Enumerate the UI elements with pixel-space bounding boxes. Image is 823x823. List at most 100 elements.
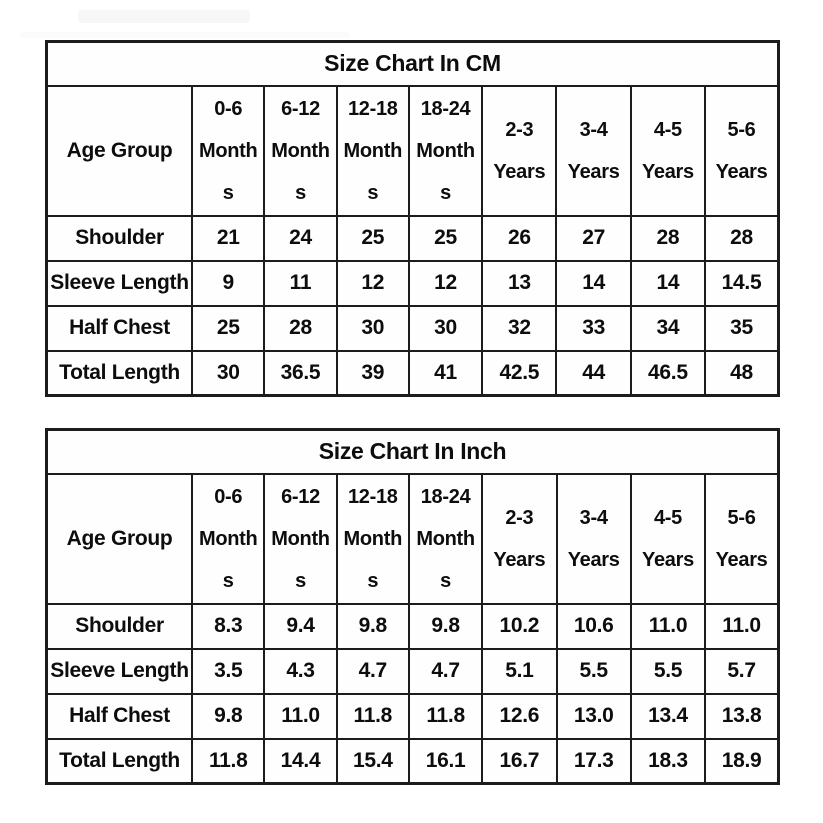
size-value: 11.0 [704, 602, 780, 650]
size-value: 4.7 [335, 647, 410, 695]
size-value: 36.5 [263, 349, 338, 397]
size-chart-cm-table: Size Chart In CM Age Group 0-6 Months 6-12 … [45, 40, 780, 397]
size-value: 9.4 [263, 602, 338, 650]
table-row: Half Chest 25 28 30 30 32 33 34 35 [45, 304, 780, 352]
row-label: Sleeve Length [45, 259, 194, 307]
size-value: 33 [555, 304, 632, 352]
size-value: 13.4 [629, 692, 707, 740]
table-title-row: Size Chart In CM [45, 40, 780, 87]
size-value: 41 [407, 349, 484, 397]
size-value: 14 [555, 259, 632, 307]
age-group-header: Age Group [45, 84, 194, 217]
size-value: 27 [555, 214, 632, 262]
column-header: 6-12 Months [263, 84, 338, 217]
size-value: 5.5 [629, 647, 707, 695]
age-group-header: Age Group [45, 472, 194, 605]
size-value: 16.7 [481, 737, 558, 785]
size-value: 15.4 [335, 737, 410, 785]
size-value: 11.0 [263, 692, 338, 740]
size-value: 30 [407, 304, 484, 352]
size-value: 13 [481, 259, 558, 307]
size-chart-inch: Size Chart In Inch Age Group 0-6 Months 6-1… [45, 428, 780, 785]
size-value: 16.1 [407, 737, 484, 785]
column-header: 12-18 Months [335, 84, 410, 217]
column-header: 0-6 Months [191, 84, 266, 217]
size-value: 5.1 [481, 647, 558, 695]
column-header: 4-5 Years [629, 472, 707, 605]
table-row: Shoulder 8.3 9.4 9.8 9.8 10.2 10.6 11.0 11.0 [45, 602, 780, 650]
size-value: 9.8 [407, 602, 484, 650]
size-value: 4.7 [407, 647, 484, 695]
column-header: 5-6 Years [704, 472, 780, 605]
size-value: 44 [555, 349, 632, 397]
size-value: 11.8 [191, 737, 266, 785]
size-chart-inch-table: Size Chart In Inch Age Group 0-6 Months 6-1… [45, 428, 780, 785]
size-value: 11.8 [335, 692, 410, 740]
size-value: 42.5 [481, 349, 558, 397]
table-row: Sleeve Length 3.5 4.3 4.7 4.7 5.1 5.5 5.5 5.7 [45, 647, 780, 695]
size-value: 13.0 [555, 692, 632, 740]
row-label: Shoulder [45, 602, 194, 650]
size-value: 9.8 [335, 602, 410, 650]
size-value: 14.5 [704, 259, 780, 307]
size-value: 25 [335, 214, 410, 262]
size-value: 17.3 [555, 737, 632, 785]
row-label: Half Chest [45, 304, 194, 352]
column-header: 2-3 Years [481, 472, 558, 605]
size-value: 10.2 [481, 602, 558, 650]
size-value: 48 [704, 349, 780, 397]
row-label: Total Length [45, 349, 194, 397]
size-value: 18.3 [629, 737, 707, 785]
column-header: 0-6 Months [191, 472, 266, 605]
row-label: Half Chest [45, 692, 194, 740]
table-title: Size Chart In Inch [45, 428, 780, 475]
size-value: 14 [629, 259, 707, 307]
size-value: 35 [704, 304, 780, 352]
size-value: 9 [191, 259, 266, 307]
watermark-smudge [20, 32, 350, 38]
size-value: 18.9 [704, 737, 780, 785]
table-title: Size Chart In CM [45, 40, 780, 87]
size-value: 30 [335, 304, 410, 352]
size-value: 28 [629, 214, 707, 262]
size-value: 30 [191, 349, 266, 397]
size-value: 46.5 [629, 349, 707, 397]
size-value: 11.0 [629, 602, 707, 650]
size-value: 8.3 [191, 602, 266, 650]
size-value: 28 [263, 304, 338, 352]
column-header: 2-3 Years [481, 84, 558, 217]
size-value: 4.3 [263, 647, 338, 695]
size-value: 12.6 [481, 692, 558, 740]
table-row: Total Length 30 36.5 39 41 42.5 44 46.5 48 [45, 349, 780, 397]
size-value: 34 [629, 304, 707, 352]
column-header: 5-6 Years [704, 84, 780, 217]
table-row: Shoulder 21 24 25 25 26 27 28 28 [45, 214, 780, 262]
size-chart-cm: Size Chart In CM Age Group 0-6 Months 6-12 … [45, 40, 780, 397]
table-title-row: Size Chart In Inch [45, 428, 780, 475]
size-value: 21 [191, 214, 266, 262]
column-header: 18-24 Months [407, 84, 484, 217]
watermark-smudge [78, 10, 250, 23]
size-value: 24 [263, 214, 338, 262]
size-value: 28 [704, 214, 780, 262]
table-header-row: Age Group 0-6 Months 6-12 Months 12-18 Mont… [45, 472, 780, 605]
size-value: 32 [481, 304, 558, 352]
column-header: 4-5 Years [629, 84, 707, 217]
column-header: 3-4 Years [555, 84, 632, 217]
column-header: 12-18 Months [335, 472, 410, 605]
size-value: 11 [263, 259, 338, 307]
table-row: Half Chest 9.8 11.0 11.8 11.8 12.6 13.0 13.4 13.… [45, 692, 780, 740]
column-header: 18-24 Months [407, 472, 484, 605]
size-value: 5.7 [704, 647, 780, 695]
size-value: 12 [335, 259, 410, 307]
size-value: 9.8 [191, 692, 266, 740]
size-value: 11.8 [407, 692, 484, 740]
size-value: 25 [407, 214, 484, 262]
row-label: Shoulder [45, 214, 194, 262]
size-value: 39 [335, 349, 410, 397]
table-row: Sleeve Length 9 11 12 12 13 14 14 14.5 [45, 259, 780, 307]
table-header-row: Age Group 0-6 Months 6-12 Months 12-18 Mont… [45, 84, 780, 217]
size-value: 5.5 [555, 647, 632, 695]
table-row: Total Length 11.8 14.4 15.4 16.1 16.7 17.3 18.3… [45, 737, 780, 785]
column-header: 6-12 Months [263, 472, 338, 605]
